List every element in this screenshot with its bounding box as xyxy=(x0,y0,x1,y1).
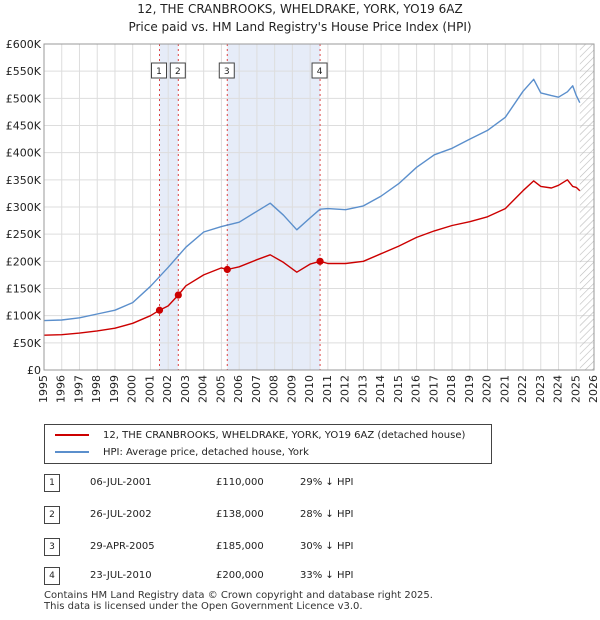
x-tick-label: 2024 xyxy=(552,375,565,403)
sale-date: 23-JUL-2010 xyxy=(90,570,152,581)
y-tick-label: £550K xyxy=(6,65,42,78)
x-tick-label: 2026 xyxy=(587,375,600,403)
x-tick-label: 2015 xyxy=(392,375,405,403)
sale-row: 4 23-JUL-2010 £200,000 33% ↓ HPI xyxy=(44,567,444,587)
sale-point xyxy=(155,306,164,314)
sale-point xyxy=(174,291,182,299)
x-tick-label: 2013 xyxy=(356,375,369,403)
hatched-region xyxy=(579,44,594,370)
sale-point xyxy=(316,257,324,265)
y-tick-label: £200K xyxy=(6,255,42,268)
y-tick-label: £250K xyxy=(6,228,42,241)
sale-point xyxy=(223,265,231,274)
sale-badge-box xyxy=(218,62,235,79)
x-tick-label: 2006 xyxy=(232,375,245,403)
sale-hpi-diff: 29% ↓ HPI xyxy=(300,477,354,488)
y-tick-label: £500K xyxy=(6,92,42,105)
sale-price: £200,000 xyxy=(216,570,264,581)
legend-swatch-hpi xyxy=(55,451,89,453)
sale-badge-label: 4 xyxy=(317,67,323,77)
sale-number-badge: 1 xyxy=(44,474,60,492)
x-tick-label: 2002 xyxy=(161,375,174,403)
x-tick-label: 2025 xyxy=(569,375,582,403)
x-tick-label: 2021 xyxy=(498,375,511,403)
sale-badge-label: 1 xyxy=(156,67,162,77)
y-tick-label: £100K xyxy=(6,310,42,323)
y-tick-label: £150K xyxy=(6,283,42,296)
sale-badge-box xyxy=(311,62,328,79)
footer-attribution: Contains HM Land Registry data © Crown c… xyxy=(44,590,433,612)
sale-badge-label: 2 xyxy=(175,67,181,77)
y-tick-label: £350K xyxy=(6,174,42,187)
sale-date: 26-JUL-2002 xyxy=(90,509,152,520)
sale-number-badge: 3 xyxy=(44,538,60,556)
legend-label-property: 12, THE CRANBROOKS, WHELDRAKE, YORK, YO1… xyxy=(103,429,466,441)
x-tick-label: 2022 xyxy=(516,375,529,403)
legend: 12, THE CRANBROOKS, WHELDRAKE, YORK, YO1… xyxy=(44,424,492,464)
sale-price: £110,000 xyxy=(216,477,264,488)
footer-line: This data is licensed under the Open Gov… xyxy=(44,601,363,612)
sale-date: 06-JUL-2001 xyxy=(90,477,152,488)
x-tick-label: 2020 xyxy=(481,375,494,403)
x-tick-label: 2005 xyxy=(214,375,227,403)
sale-badge-label: 3 xyxy=(224,67,230,77)
legend-item-property: 12, THE CRANBROOKS, WHELDRAKE, YORK, YO1… xyxy=(55,428,465,442)
x-tick-label: 2008 xyxy=(268,375,281,403)
y-tick-label: £50K xyxy=(13,337,42,350)
y-tick-label: £600K xyxy=(6,38,42,51)
sale-price: £138,000 xyxy=(216,509,264,520)
x-tick-label: 2018 xyxy=(445,375,458,403)
plot-frame xyxy=(43,43,595,371)
y-tick-label: £450K xyxy=(6,120,42,133)
x-tick-label: 1995 xyxy=(37,375,50,403)
x-tick-label: 2004 xyxy=(197,375,210,403)
footer-line: Contains HM Land Registry data © Crown c… xyxy=(44,590,433,601)
x-tick-label: 1996 xyxy=(55,375,68,403)
x-tick-label: 2010 xyxy=(303,375,316,403)
sale-hpi-diff: 33% ↓ HPI xyxy=(300,570,354,581)
x-tick-label: 2019 xyxy=(463,375,476,403)
x-tick-label: 1997 xyxy=(72,375,85,403)
sale-price: £185,000 xyxy=(216,541,264,552)
x-tick-label: 2000 xyxy=(126,375,139,403)
sale-number-badge: 2 xyxy=(44,506,60,524)
sale-row: 2 26-JUL-2002 £138,000 28% ↓ HPI xyxy=(44,506,444,526)
y-tick-label: £400K xyxy=(6,147,42,160)
x-tick-label: 2001 xyxy=(143,375,156,403)
x-tick-label: 1998 xyxy=(90,375,103,403)
x-tick-label: 2023 xyxy=(534,375,547,403)
sale-row: 1 06-JUL-2001 £110,000 29% ↓ HPI xyxy=(44,474,444,494)
x-tick-label: 2014 xyxy=(374,375,387,403)
y-tick-label: £0 xyxy=(27,364,41,377)
x-tick-label: 2003 xyxy=(179,375,192,403)
chart-title-line1: 12, THE CRANBROOKS, WHELDRAKE, YORK, YO1… xyxy=(137,2,463,16)
sale-number-badge: 4 xyxy=(44,567,60,585)
hpi-line xyxy=(43,78,581,322)
chart-title-line2: Price paid vs. HM Land Registry's House … xyxy=(128,20,472,34)
sale-row: 3 29-APR-2005 £185,000 30% ↓ HPI xyxy=(44,538,444,558)
x-tick-label: 2011 xyxy=(321,375,334,403)
legend-item-hpi: HPI: Average price, detached house, York xyxy=(55,445,309,459)
legend-swatch-property xyxy=(55,434,89,436)
x-tick-label: 2009 xyxy=(285,375,298,403)
x-tick-label: 2016 xyxy=(410,375,423,403)
sale-badge-box xyxy=(151,62,167,79)
x-tick-label: 2007 xyxy=(250,375,263,403)
sale-hpi-diff: 30% ↓ HPI xyxy=(300,541,354,552)
sale-hpi-diff: 28% ↓ HPI xyxy=(300,509,354,520)
x-tick-label: 2012 xyxy=(339,375,352,403)
x-tick-label: 2017 xyxy=(427,375,440,403)
sale-badge-box xyxy=(169,62,186,79)
legend-label-hpi: HPI: Average price, detached house, York xyxy=(103,446,309,458)
sale-date: 29-APR-2005 xyxy=(90,541,155,552)
y-tick-label: £300K xyxy=(6,201,42,214)
x-tick-label: 1999 xyxy=(108,375,121,403)
